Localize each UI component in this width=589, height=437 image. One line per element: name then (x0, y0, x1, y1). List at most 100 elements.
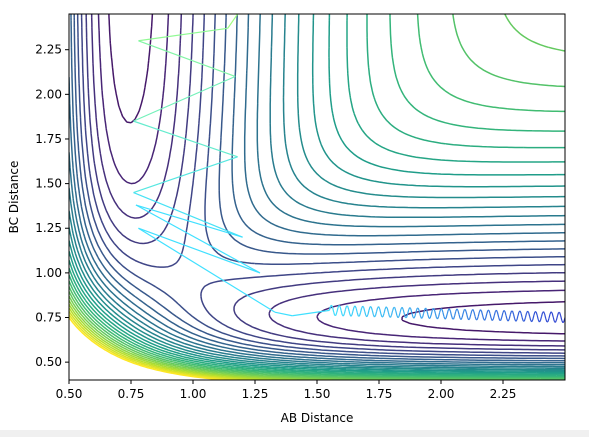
trajectory-segment (135, 204, 261, 274)
trajectory-segment (453, 315, 456, 320)
trajectory-segment (552, 317, 555, 322)
trajectory-line (133, 14, 565, 324)
trajectory-segment (405, 314, 409, 318)
trajectory-segment (473, 311, 476, 317)
trajectory-segment (350, 314, 353, 317)
x-tick-label: 0.50 (56, 387, 83, 401)
trajectory-segment (363, 307, 366, 312)
trajectory-segment (332, 307, 335, 313)
trajectory-segment (545, 318, 548, 323)
contour-level (69, 14, 565, 379)
contour-level (69, 14, 565, 366)
x-axis-label: AB Distance (281, 411, 354, 425)
trajectory-segment (472, 309, 475, 313)
trajectory-segment (358, 312, 362, 317)
contour-level (73, 14, 565, 360)
trajectory-segment (335, 311, 338, 316)
trajectory-segment (138, 27, 228, 42)
trajectory-segment (359, 308, 363, 313)
contour-level (97, 14, 565, 342)
trajectory-segment (401, 307, 404, 310)
contour-level (80, 14, 565, 354)
trajectory-segment (444, 317, 447, 320)
trajectory-segment (383, 309, 386, 314)
trajectory-segment (397, 316, 400, 319)
trajectory-segment (368, 306, 371, 311)
trajectory-segment (370, 306, 373, 311)
trajectory-segment (448, 308, 451, 312)
trajectory-segment (488, 310, 491, 314)
trajectory-segment (458, 314, 461, 319)
y-tick-label: 1.25 (35, 221, 62, 235)
y-axis-ticks: 0.50 0.75 1.00 1.25 1.50 1.75 2.00 2.25 (35, 43, 69, 369)
x-tick-label: 1.00 (180, 387, 207, 401)
trajectory-segment (389, 314, 393, 318)
trajectory-segment (438, 312, 441, 317)
trajectory-segment (528, 312, 531, 317)
contour-level (69, 14, 565, 368)
trajectory-segment (536, 315, 539, 320)
x-tick-label: 1.25 (242, 387, 269, 401)
trajectory-segment (343, 309, 347, 314)
trajectory-segment (507, 318, 510, 322)
contour-level (69, 14, 565, 371)
y-tick-label: 1.00 (35, 266, 62, 280)
trajectory-segment (446, 309, 449, 315)
trajectory-segment (449, 311, 453, 316)
trajectory-segment (367, 309, 370, 315)
trajectory-segment (373, 315, 376, 318)
trajectory-segment (521, 317, 524, 322)
trajectory-segment (489, 313, 492, 319)
trajectory-segment (529, 316, 532, 321)
y-tick-label: 1.50 (35, 177, 62, 191)
trajectory-segment (504, 311, 507, 316)
trajectory-segment (481, 314, 485, 320)
trajectory-segment (432, 307, 435, 310)
trajectory-segment (465, 312, 469, 318)
contour-level (69, 14, 565, 374)
trajectory-segment (333, 311, 336, 316)
trajectory-segment (336, 307, 339, 313)
trajectory-segment (394, 307, 397, 312)
trajectory-segment (511, 310, 515, 315)
trajectory-segment (470, 310, 473, 315)
trajectory-segment (429, 314, 432, 319)
trajectory-segment (517, 311, 520, 317)
trajectory-segment (379, 308, 382, 314)
trajectory-segment (417, 308, 420, 312)
trajectory-segment (402, 309, 405, 315)
trajectory-segment (415, 307, 418, 312)
trajectory-segment (133, 120, 238, 158)
trajectory-segment (492, 315, 495, 320)
trajectory-segment (427, 314, 430, 319)
trajectory-segment (411, 312, 414, 318)
trajectory-segment (342, 313, 345, 317)
trajectory-segment (509, 310, 513, 315)
window-bottom-strip (0, 430, 589, 437)
trajectory-segment (513, 314, 516, 320)
trajectory-segment (559, 312, 562, 317)
trajectory-segment (135, 204, 243, 238)
trajectory-segment (539, 316, 543, 321)
trajectory-segment (348, 309, 351, 315)
trajectory-segment (362, 305, 365, 308)
trajectory-segment (374, 311, 378, 316)
trajectory-segment (486, 310, 489, 314)
trajectory-segment (133, 191, 243, 238)
contour-level (69, 304, 297, 380)
trajectory-segment (474, 316, 477, 320)
trajectory-segment (548, 314, 551, 319)
trajectory-segment (555, 315, 559, 321)
trajectory-segment (441, 308, 444, 313)
contour-lines (69, 14, 565, 380)
trajectory-segment (339, 306, 342, 311)
trajectory-segment (385, 306, 388, 309)
contour-level (69, 14, 565, 369)
contour-level (69, 14, 565, 364)
trajectory-segment (515, 319, 518, 322)
trajectory-segment (460, 317, 463, 320)
trajectory-segment (138, 227, 261, 274)
trajectory-segment (551, 312, 554, 318)
trajectory-segment (347, 305, 350, 310)
trajectory-segment (519, 310, 522, 314)
